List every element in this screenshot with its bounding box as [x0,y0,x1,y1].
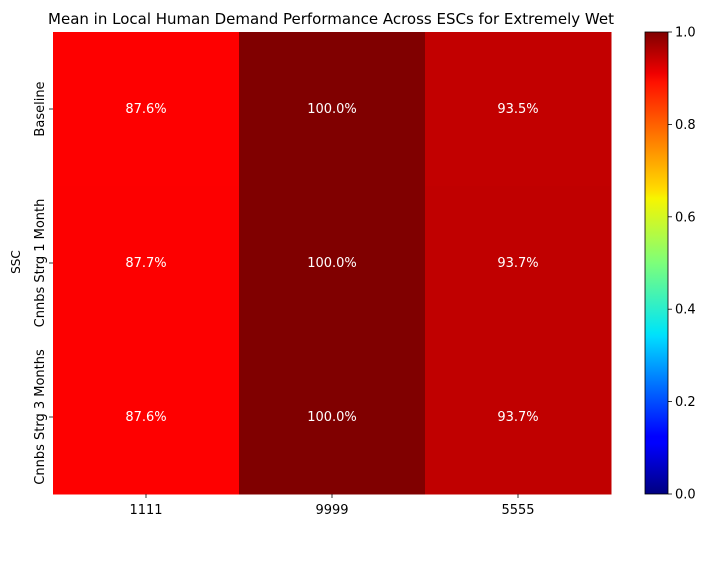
heatmap-cell [239,32,426,187]
colorbar-tick-label: 0.0 [675,488,696,503]
heatmap-cell [425,186,612,341]
colorbar-tick-label: 0.2 [675,395,696,410]
cell-value-label: 87.6% [125,102,166,117]
cell-value-label: 87.6% [125,410,166,425]
colorbar: 0.0 0.2 0.4 0.6 0.8 1.0 [644,26,696,503]
y-tick-label: Cnnbs Strg 3 Months [33,349,48,485]
cell-value-label: 100.0% [307,102,357,117]
heatmap-cell-labels: 87.6% 100.0% 93.5% 87.7% 100.0% 93.7% 87.6% 100… [125,102,538,425]
colorbar-frame [644,31,669,495]
x-axis: 1111 9999 5555 [129,494,535,518]
heatmap-cell [425,340,612,495]
colorbar-tick-label: 0.8 [675,118,696,133]
colorbar-tick-label: 1.0 [675,26,696,41]
colorbar-tick-label: 0.6 [675,210,696,225]
cell-value-label: 87.7% [125,256,166,271]
heatmap-cell [53,186,240,341]
heatmap-cell [425,32,612,187]
cell-value-label: 93.7% [497,410,538,425]
y-axis: Baseline Cnnbs Strg 1 Month Cnnbs Strg 3 M… [33,81,53,485]
heatmap-cell [53,340,240,495]
cell-value-label: 93.5% [497,102,538,117]
chart-title: Mean in Local Human Demand Performance A… [48,10,614,28]
cell-value-label: 93.7% [497,256,538,271]
heatmap-cells [53,32,612,495]
heatmap-cell [239,340,426,495]
x-tick-label: 5555 [501,503,534,518]
cell-value-label: 100.0% [307,256,357,271]
cell-value-label: 100.0% [307,410,357,425]
x-tick-label: 9999 [315,503,348,518]
heatmap-cell [53,32,240,187]
y-axis-label: SSC [9,250,23,274]
y-tick-label: Cnnbs Strg 1 Month [33,199,48,328]
colorbar-gradient [645,32,668,494]
y-tick-label: Baseline [33,81,48,136]
colorbar-tick-label: 0.4 [675,303,696,318]
x-tick-label: 1111 [129,503,162,518]
heatmap-cell [239,186,426,341]
